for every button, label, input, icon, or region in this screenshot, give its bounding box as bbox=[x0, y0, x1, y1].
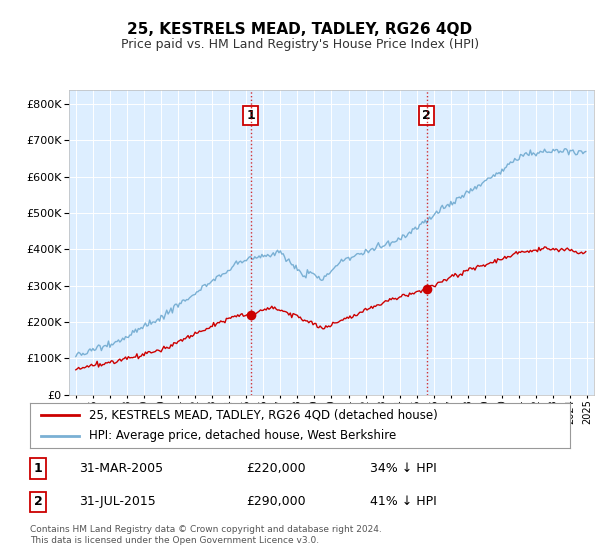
Text: £290,000: £290,000 bbox=[246, 496, 305, 508]
Text: 2: 2 bbox=[34, 496, 43, 508]
Text: Price paid vs. HM Land Registry's House Price Index (HPI): Price paid vs. HM Land Registry's House … bbox=[121, 38, 479, 51]
Text: HPI: Average price, detached house, West Berkshire: HPI: Average price, detached house, West… bbox=[89, 430, 397, 442]
Text: 25, KESTRELS MEAD, TADLEY, RG26 4QD (detached house): 25, KESTRELS MEAD, TADLEY, RG26 4QD (det… bbox=[89, 409, 438, 422]
Text: £220,000: £220,000 bbox=[246, 462, 305, 475]
Text: 31-JUL-2015: 31-JUL-2015 bbox=[79, 496, 155, 508]
Text: Contains HM Land Registry data © Crown copyright and database right 2024.
This d: Contains HM Land Registry data © Crown c… bbox=[30, 525, 382, 545]
Text: 25, KESTRELS MEAD, TADLEY, RG26 4QD: 25, KESTRELS MEAD, TADLEY, RG26 4QD bbox=[127, 22, 473, 38]
Text: 34% ↓ HPI: 34% ↓ HPI bbox=[370, 462, 437, 475]
Text: 41% ↓ HPI: 41% ↓ HPI bbox=[370, 496, 437, 508]
Text: 1: 1 bbox=[34, 462, 43, 475]
Text: 2: 2 bbox=[422, 109, 431, 122]
Text: 1: 1 bbox=[246, 109, 255, 122]
Text: 31-MAR-2005: 31-MAR-2005 bbox=[79, 462, 163, 475]
